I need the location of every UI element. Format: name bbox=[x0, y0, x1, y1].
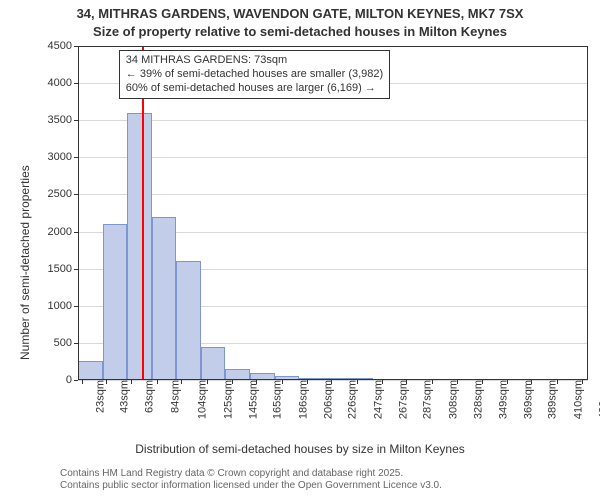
x-tick-label: 186sqm bbox=[294, 380, 310, 419]
x-tick-mark bbox=[331, 380, 332, 384]
x-tick-mark bbox=[307, 380, 308, 384]
histogram-bar bbox=[176, 261, 201, 380]
y-tick-label: 500 bbox=[54, 337, 78, 349]
x-tick-label: 206sqm bbox=[318, 380, 334, 419]
x-tick-label: 389sqm bbox=[543, 380, 559, 419]
x-tick-mark bbox=[232, 380, 233, 384]
y-tick-label: 4500 bbox=[48, 40, 78, 52]
x-tick-label: 349sqm bbox=[494, 380, 510, 419]
x-tick-mark bbox=[82, 380, 83, 384]
x-tick-mark bbox=[457, 380, 458, 384]
x-tick-mark bbox=[507, 380, 508, 384]
footer-line1: Contains HM Land Registry data © Crown c… bbox=[60, 468, 442, 480]
x-tick-mark bbox=[406, 380, 407, 384]
histogram-bar bbox=[225, 369, 250, 380]
x-tick-label: 226sqm bbox=[343, 380, 359, 419]
x-tick-mark bbox=[207, 380, 208, 384]
histogram-bar bbox=[78, 361, 103, 380]
x-tick-label: 430sqm bbox=[593, 380, 600, 419]
histogram-bar bbox=[152, 217, 177, 380]
annotation-box: 34 MITHRAS GARDENS: 73sqm ← 39% of semi-… bbox=[119, 50, 390, 99]
x-tick-label: 328sqm bbox=[468, 380, 484, 419]
x-tick-label: 369sqm bbox=[518, 380, 534, 419]
plot-area: 050010001500200025003000350040004500 23s… bbox=[78, 46, 588, 380]
footer-line2: Contains public sector information licen… bbox=[60, 480, 442, 492]
x-tick-mark bbox=[282, 380, 283, 384]
x-tick-mark bbox=[582, 380, 583, 384]
histogram-bar bbox=[103, 224, 128, 380]
y-tick-label: 3500 bbox=[48, 114, 78, 126]
y-tick-label: 2000 bbox=[48, 226, 78, 238]
x-tick-label: 104sqm bbox=[193, 380, 209, 419]
chart-title-line1: 34, MITHRAS GARDENS, WAVENDON GATE, MILT… bbox=[0, 6, 600, 21]
annotation-line2: ← 39% of semi-detached houses are smalle… bbox=[126, 68, 383, 82]
histogram-bar bbox=[201, 347, 226, 380]
histogram-bar bbox=[348, 378, 373, 380]
y-tick-label: 3000 bbox=[48, 151, 78, 163]
histogram-bar bbox=[275, 376, 300, 380]
x-tick-mark bbox=[256, 380, 257, 384]
y-tick-label: 4000 bbox=[48, 77, 78, 89]
x-tick-mark bbox=[106, 380, 107, 384]
x-tick-mark bbox=[357, 380, 358, 384]
x-tick-mark bbox=[382, 380, 383, 384]
x-tick-mark bbox=[131, 380, 132, 384]
footer-attribution: Contains HM Land Registry data © Crown c… bbox=[60, 468, 442, 492]
histogram-bar bbox=[324, 378, 349, 380]
chart-title-line2: Size of property relative to semi-detach… bbox=[0, 24, 600, 39]
x-tick-label: 125sqm bbox=[219, 380, 235, 419]
x-tick-label: 267sqm bbox=[393, 380, 409, 419]
x-axis-label: Distribution of semi-detached houses by … bbox=[0, 442, 600, 456]
x-tick-label: 247sqm bbox=[369, 380, 385, 419]
x-tick-mark bbox=[432, 380, 433, 384]
y-axis-label: Number of semi-detached properties bbox=[18, 165, 32, 360]
x-tick-mark bbox=[482, 380, 483, 384]
y-tick-label: 1500 bbox=[48, 263, 78, 275]
x-tick-mark bbox=[557, 380, 558, 384]
annotation-line1: 34 MITHRAS GARDENS: 73sqm bbox=[126, 54, 383, 68]
x-tick-label: 165sqm bbox=[268, 380, 284, 419]
y-tick-label: 1000 bbox=[48, 300, 78, 312]
x-tick-label: 287sqm bbox=[418, 380, 434, 419]
histogram-bar bbox=[299, 378, 324, 380]
y-tick-label: 0 bbox=[66, 374, 78, 386]
x-tick-label: 308sqm bbox=[443, 380, 459, 419]
x-tick-label: 63sqm bbox=[139, 380, 155, 413]
annotation-line3: 60% of semi-detached houses are larger (… bbox=[126, 82, 383, 96]
x-tick-mark bbox=[181, 380, 182, 384]
x-tick-label: 410sqm bbox=[569, 380, 585, 419]
x-tick-mark bbox=[531, 380, 532, 384]
x-tick-label: 145sqm bbox=[243, 380, 259, 419]
histogram-bar bbox=[127, 113, 152, 380]
chart-container: 34, MITHRAS GARDENS, WAVENDON GATE, MILT… bbox=[0, 0, 600, 500]
x-tick-mark bbox=[157, 380, 158, 384]
histogram-bar bbox=[250, 373, 275, 380]
x-tick-label: 84sqm bbox=[165, 380, 181, 413]
x-tick-label: 23sqm bbox=[90, 380, 106, 413]
x-tick-label: 43sqm bbox=[115, 380, 131, 413]
y-tick-label: 2500 bbox=[48, 188, 78, 200]
